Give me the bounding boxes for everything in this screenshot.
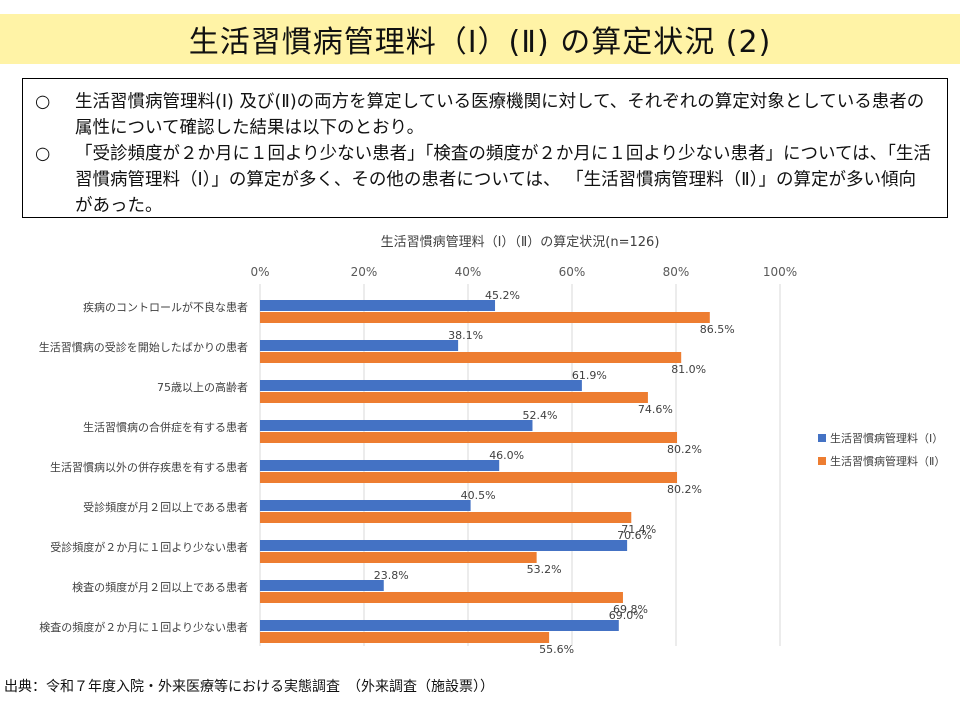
- bar: [260, 552, 537, 563]
- category-label: 生活習慣病の合併症を有する患者: [83, 420, 248, 434]
- bar-chart: 生活習慣病管理料（Ⅰ）（Ⅱ）の算定状況(n=126) 0% 20% 40% 60% 80%…: [39, 234, 946, 656]
- value-label: 61.9%: [572, 369, 607, 382]
- x-tick-label: 0%: [250, 265, 269, 279]
- value-label: 38.1%: [448, 329, 483, 342]
- legend-swatch: [818, 434, 826, 442]
- category-label: 生活習慣病の受診を開始したばかりの患者: [39, 340, 248, 354]
- x-tick-label: 60%: [559, 265, 586, 279]
- x-tick-label: 80%: [663, 265, 690, 279]
- x-tick-label: 100%: [763, 265, 797, 279]
- bar: [260, 340, 459, 351]
- summary-box: ○ 生活習慣病管理料(Ⅰ) 及び(Ⅱ)の両方を算定している医療機関に対して、それ…: [22, 78, 948, 218]
- value-label: 69.0%: [609, 609, 644, 622]
- summary-bullet: ○ 生活習慣病管理料(Ⅰ) 及び(Ⅱ)の両方を算定している医療機関に対して、それ…: [35, 89, 933, 141]
- category-label: 検査の頻度が月２回以上である患者: [72, 580, 248, 594]
- bar: [260, 500, 471, 511]
- value-label: 71.4%: [621, 523, 656, 536]
- category-label: 75歳以上の高齢者: [157, 380, 248, 394]
- bar: [260, 392, 648, 403]
- value-label: 69.8%: [613, 603, 648, 616]
- value-label: 70.6%: [617, 529, 652, 542]
- summary-bullet: ○ 「受診頻度が２か月に１回より少ない患者」「検査の頻度が２か月に１回より少ない…: [35, 141, 933, 219]
- x-tick-label: 20%: [351, 265, 378, 279]
- legend-swatch: [818, 457, 826, 465]
- title-bar: 生活習慣病管理料（Ⅰ）(Ⅱ) の算定状況 (2): [0, 14, 960, 64]
- value-label: 81.0%: [671, 363, 706, 376]
- value-label: 86.5%: [700, 323, 735, 336]
- page-title: 生活習慣病管理料（Ⅰ）(Ⅱ) の算定状況 (2): [188, 25, 772, 60]
- value-label: 23.8%: [374, 569, 409, 582]
- category-label: 生活習慣病以外の併存疾患を有する患者: [50, 460, 248, 474]
- bar: [260, 312, 710, 323]
- value-label: 46.0%: [489, 449, 524, 462]
- bar: [260, 512, 632, 523]
- bar: [260, 420, 533, 431]
- bullet-text: 生活習慣病管理料(Ⅰ) 及び(Ⅱ)の両方を算定している医療機関に対して、それぞれ…: [75, 92, 925, 138]
- source-note: 出典：令和７年度入院・外来医療等における実態調査 （外来調査（施設票））: [4, 679, 494, 695]
- legend-label: 生活習慣病管理料（Ⅱ）: [830, 454, 945, 468]
- bullet-text: 「受診頻度が２か月に１回より少ない患者」「検査の頻度が２か月に１回より少ない患者…: [75, 144, 931, 216]
- value-label: 45.2%: [485, 289, 520, 302]
- category-label: 検査の頻度が２か月に１回より少ない患者: [39, 620, 248, 634]
- category-label: 疾病のコントロールが不良な患者: [83, 300, 248, 314]
- value-label: 52.4%: [522, 409, 557, 422]
- bar: [260, 620, 619, 631]
- category-label: 受診頻度が２か月に１回より少ない患者: [50, 540, 248, 554]
- bar: [260, 380, 582, 391]
- bar: [260, 540, 628, 551]
- bar: [260, 592, 623, 603]
- value-label: 40.5%: [461, 489, 496, 502]
- bar: [260, 300, 496, 311]
- value-label: 55.6%: [539, 643, 574, 656]
- value-label: 80.2%: [667, 483, 702, 496]
- bar: [260, 352, 682, 363]
- x-tick-label: 40%: [455, 265, 482, 279]
- value-label: 74.6%: [638, 403, 673, 416]
- bullet-mark: ○: [35, 144, 51, 164]
- bar: [260, 580, 384, 591]
- bar: [260, 472, 678, 483]
- legend-label: 生活習慣病管理料（Ⅰ）: [830, 431, 943, 445]
- bar: [260, 460, 500, 471]
- value-label: 80.2%: [667, 443, 702, 456]
- category-label: 受診頻度が月２回以上である患者: [83, 500, 248, 514]
- bullet-mark: ○: [35, 92, 51, 112]
- bar: [260, 632, 550, 643]
- bar: [260, 432, 678, 443]
- chart-title: 生活習慣病管理料（Ⅰ）（Ⅱ）の算定状況(n=126): [381, 234, 660, 250]
- value-label: 53.2%: [527, 563, 562, 576]
